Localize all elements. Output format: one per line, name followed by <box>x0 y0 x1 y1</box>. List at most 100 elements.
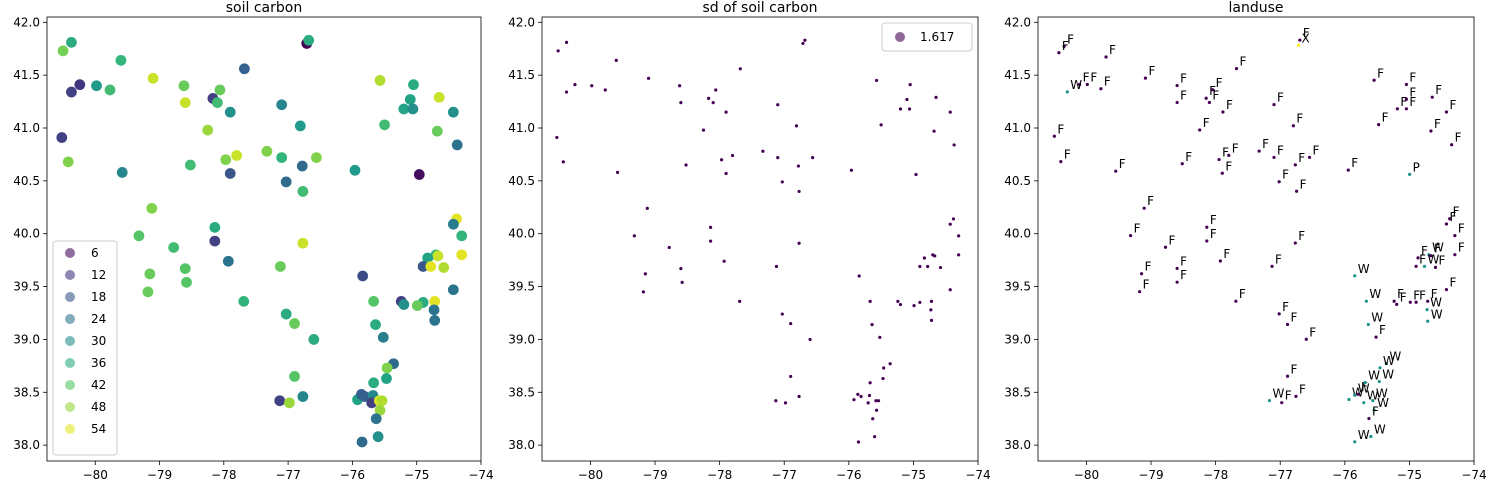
data-point <box>701 128 706 132</box>
data-point <box>224 168 236 179</box>
data-point <box>859 394 863 399</box>
data-point <box>447 106 459 118</box>
data-point <box>297 186 309 197</box>
x-tick-label: −75 <box>1397 468 1422 482</box>
y-tick-label: 40.0 <box>508 227 535 241</box>
data-point <box>876 399 881 403</box>
data-point <box>724 110 728 114</box>
data-point <box>856 440 861 444</box>
data-point <box>724 171 728 176</box>
landuse-label: F <box>1275 252 1282 266</box>
data-point <box>1304 337 1308 341</box>
data-point <box>938 265 943 270</box>
data-point <box>667 245 671 250</box>
data-point <box>1221 110 1225 114</box>
landuse-label: F <box>1449 210 1456 224</box>
data-point <box>1062 44 1066 49</box>
x-tick-label: −78 <box>211 468 236 482</box>
data-point <box>202 124 214 136</box>
data-point <box>1285 322 1290 327</box>
data-point <box>603 88 607 92</box>
data-point <box>684 163 688 167</box>
axes-frame <box>1037 16 1475 462</box>
data-point <box>1205 225 1209 229</box>
landuse-label: F <box>1216 76 1223 90</box>
data-point <box>918 264 922 269</box>
data-point <box>1425 308 1429 312</box>
y-tick-label: 41.5 <box>508 68 535 82</box>
data-point <box>1295 189 1299 193</box>
y-tick-label: 39.0 <box>1004 332 1031 346</box>
y-tick-label: 39.5 <box>1004 280 1031 294</box>
landuse-label: W <box>1432 241 1444 255</box>
data-point <box>1205 239 1209 243</box>
data-point <box>929 299 934 303</box>
landuse-label: F <box>1212 88 1219 102</box>
data-point <box>1433 265 1438 269</box>
legend-label: 6 <box>91 246 99 260</box>
data-point <box>407 103 419 115</box>
data-point <box>104 84 116 96</box>
data-point <box>907 107 912 111</box>
data-point <box>438 262 450 273</box>
landuse-label: F <box>1064 148 1071 162</box>
data-point <box>1372 78 1376 82</box>
landuse-label: F <box>1449 276 1456 290</box>
landuse-label: F <box>1291 362 1298 376</box>
data-point <box>868 381 872 385</box>
data-point <box>561 160 565 164</box>
data-point <box>849 168 853 172</box>
landuse-label: F <box>1180 268 1187 282</box>
data-point <box>1369 434 1373 439</box>
landuse-label: W <box>1369 287 1381 301</box>
landuse-label: W <box>1358 428 1370 442</box>
landuse-label: F <box>1109 43 1116 57</box>
landuse-label: F <box>1351 156 1358 170</box>
data-point <box>905 97 909 102</box>
data-point <box>952 143 956 147</box>
data-point <box>297 237 309 249</box>
data-point <box>646 76 651 80</box>
landuse-label: F <box>1282 300 1289 314</box>
data-point <box>643 272 647 276</box>
landuse-label: F <box>1185 150 1192 164</box>
data-point <box>1052 134 1056 138</box>
legend-label: 48 <box>91 400 106 414</box>
landuse-label: F <box>1419 288 1426 302</box>
data-point <box>1404 107 1409 111</box>
data-point <box>730 153 735 158</box>
y-tick-label: 39.0 <box>13 332 40 346</box>
x-tick-label: −79 <box>642 468 667 482</box>
data-point <box>284 397 295 409</box>
data-point <box>1294 394 1298 398</box>
x-tick-label: −80 <box>1074 468 1099 482</box>
data-point <box>411 300 423 311</box>
data-point <box>74 79 86 91</box>
data-point <box>645 206 649 210</box>
data-point <box>677 84 682 88</box>
data-point <box>1099 87 1103 91</box>
x-tick-label: −80 <box>83 468 108 482</box>
landuse-label: F <box>1090 70 1097 84</box>
panel-0: soil carbon −80 −79 −78 −77 −76 −75 −74 38.0 38.5… <box>13 0 493 482</box>
data-point <box>1163 245 1168 249</box>
landuse-label: F <box>1180 254 1187 268</box>
data-point <box>1175 280 1179 284</box>
y-tick-label: 38.0 <box>13 438 40 452</box>
data-point <box>1404 82 1409 87</box>
landuse-label: W <box>1367 389 1379 403</box>
landuse-label: F <box>1240 55 1247 69</box>
landuse-label: F <box>1434 242 1441 256</box>
x-tick-label: −76 <box>836 468 861 482</box>
legend-box <box>881 22 973 52</box>
data-point <box>868 299 872 303</box>
data-point <box>948 110 952 114</box>
legend-marker <box>65 358 75 368</box>
data-point <box>212 97 223 109</box>
data-point <box>62 156 74 168</box>
y-tick-label: 39.5 <box>13 280 40 294</box>
y-tick-label: 41.5 <box>1004 68 1031 82</box>
data-point <box>948 222 952 226</box>
data-point <box>867 393 872 398</box>
landuse-label: F <box>1232 141 1239 155</box>
